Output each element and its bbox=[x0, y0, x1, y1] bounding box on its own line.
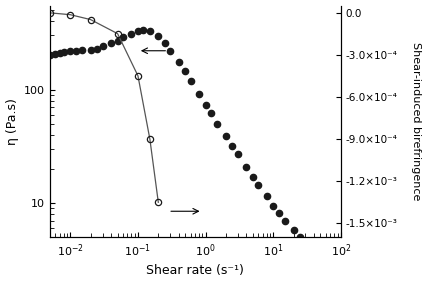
Y-axis label: η (Pa.s): η (Pa.s) bbox=[6, 98, 18, 145]
X-axis label: Shear rate (s⁻¹): Shear rate (s⁻¹) bbox=[146, 264, 244, 277]
Y-axis label: Shear-induced birefringence: Shear-induced birefringence bbox=[411, 42, 420, 201]
